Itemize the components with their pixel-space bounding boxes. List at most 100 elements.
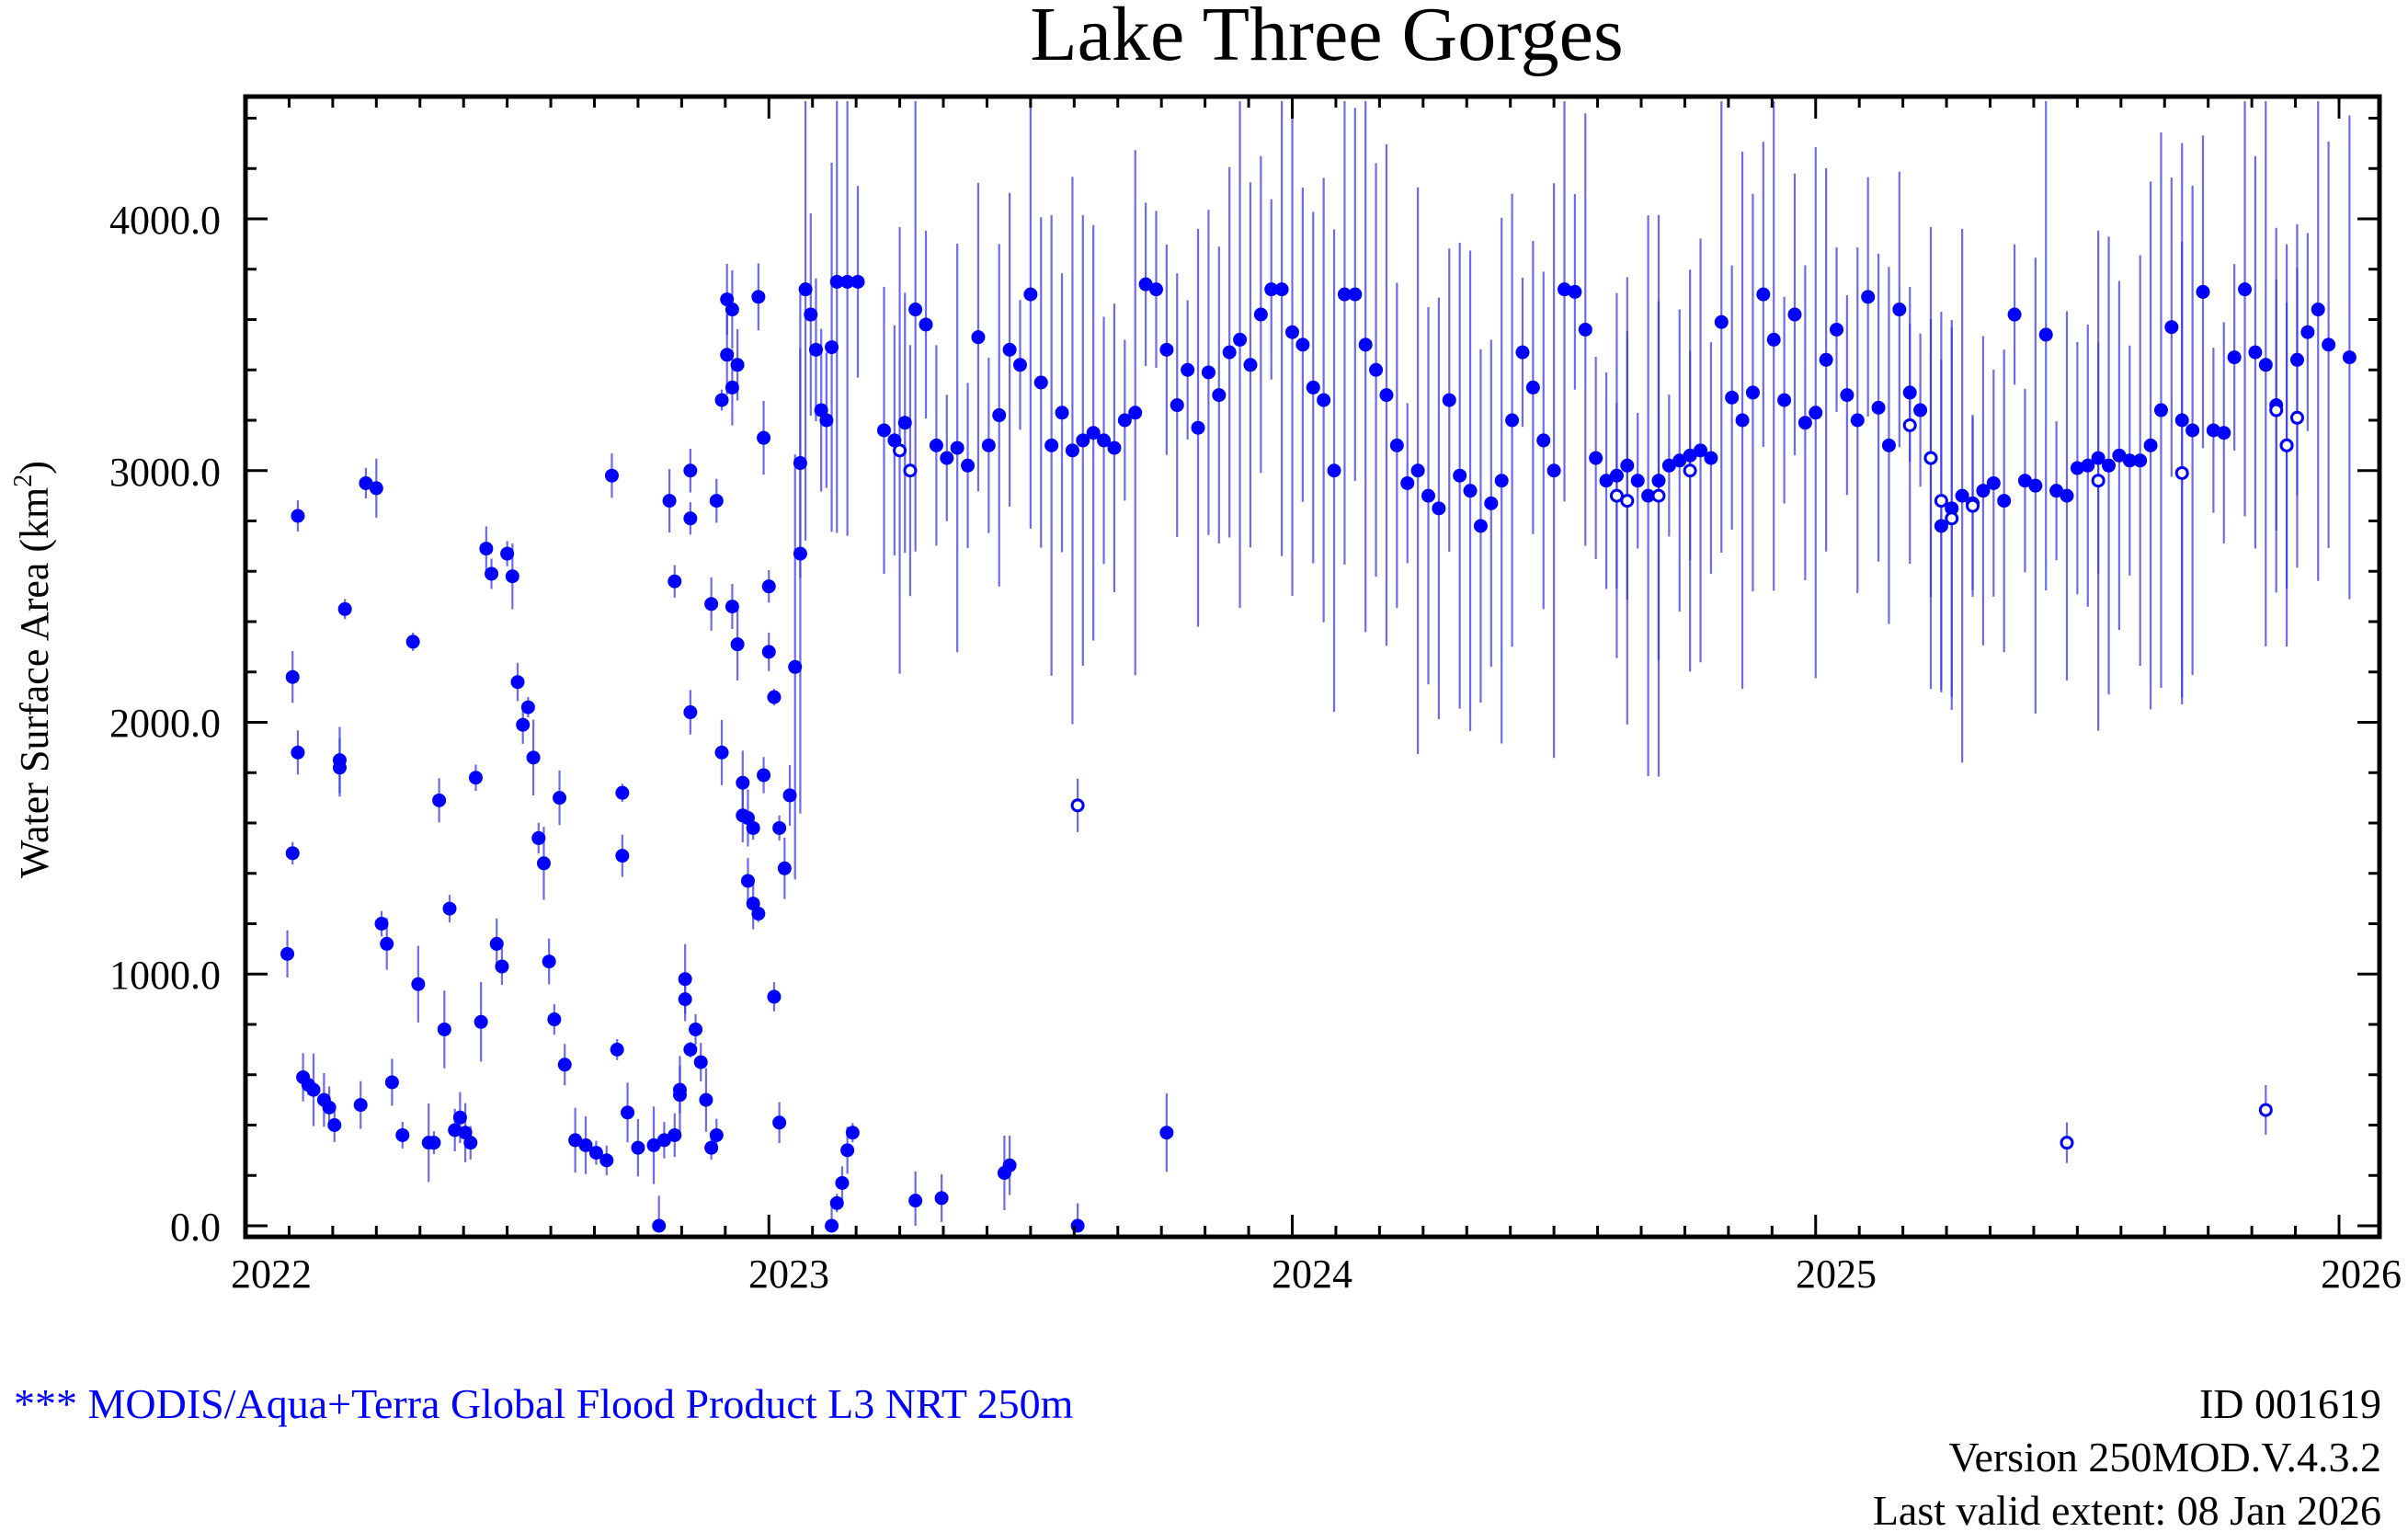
data-point: [1002, 342, 1017, 357]
data-point: [668, 1127, 682, 1142]
data-point-open: [2091, 474, 2106, 488]
data-point: [992, 408, 1007, 423]
data-point-open: [1620, 494, 1635, 509]
data-point-open: [1966, 498, 1980, 513]
data-point: [615, 785, 630, 800]
y-axis-label-close: ): [12, 461, 57, 474]
data-point: [767, 690, 782, 704]
data-point: [1233, 332, 1248, 347]
data-point: [2081, 458, 2095, 473]
data-point: [961, 458, 976, 473]
data-point: [1410, 463, 1425, 478]
data-point: [2185, 423, 2200, 438]
data-point: [437, 1022, 451, 1036]
data-point: [1945, 501, 1959, 516]
data-point-open: [1070, 798, 1085, 813]
data-point: [1076, 433, 1090, 448]
y-tick-label: 2000.0: [109, 701, 221, 746]
data-point: [547, 1012, 562, 1027]
data-point: [553, 791, 567, 806]
data-point: [2258, 358, 2273, 372]
data-point: [1620, 458, 1635, 473]
data-point: [463, 1136, 478, 1150]
data-point: [1651, 474, 1666, 488]
data-point: [1117, 413, 1132, 428]
data-point: [2238, 282, 2253, 297]
data-point: [1337, 287, 1352, 302]
data-points: [280, 101, 2357, 1233]
data-point: [2102, 458, 2117, 473]
data-point: [1033, 375, 1048, 390]
data-point: [714, 393, 729, 407]
data-point: [599, 1153, 614, 1168]
data-point: [2248, 345, 2263, 360]
data-point: [322, 1100, 337, 1115]
data-point: [1725, 390, 1740, 405]
data-point-open: [1902, 417, 1917, 432]
data-point: [709, 1127, 724, 1142]
data-point: [1976, 484, 1991, 498]
data-point: [829, 274, 844, 289]
y-axis-label-text: Water Surface Area (km: [12, 487, 57, 878]
data-point: [840, 274, 855, 289]
data-point: [757, 430, 771, 445]
data-point: [1494, 474, 1509, 488]
data-point: [2289, 352, 2304, 367]
data-point: [1379, 388, 1394, 403]
data-point: [683, 511, 698, 526]
data-point: [474, 1014, 488, 1029]
data-point: [2206, 423, 2220, 438]
data-point: [604, 468, 619, 483]
data-point: [1546, 463, 1561, 478]
data-point: [876, 423, 891, 438]
data-point: [767, 989, 782, 1004]
data-point: [520, 700, 535, 715]
data-point: [761, 645, 776, 659]
data-point: [1306, 380, 1320, 394]
data-point: [1222, 345, 1237, 360]
data-point: [1358, 337, 1373, 352]
data-point-open: [2269, 403, 2284, 417]
data-point: [1913, 403, 1928, 417]
data-point: [672, 1088, 687, 1103]
data-point: [411, 977, 426, 991]
data-point: [1065, 443, 1079, 458]
data-point: [1797, 416, 1812, 430]
data-point: [1934, 519, 1948, 533]
data-point: [1107, 440, 1122, 455]
data-point: [1819, 352, 1833, 367]
data-point: [448, 1123, 462, 1138]
data-point: [2227, 350, 2242, 365]
data-point: [652, 1218, 667, 1233]
data-point: [479, 542, 494, 556]
data-point: [2322, 337, 2336, 352]
data-point: [2143, 438, 2158, 452]
data-point: [798, 282, 813, 297]
data-point: [1055, 406, 1069, 420]
data-point: [772, 820, 787, 835]
data-point: [505, 569, 519, 584]
data-point-open: [2289, 410, 2304, 425]
data-point: [1264, 282, 1279, 297]
data-point: [704, 1140, 719, 1155]
data-point: [2196, 284, 2210, 299]
data-point: [1850, 413, 1865, 428]
data-point: [678, 992, 692, 1007]
svg-text:Water Surface Area (km2): Water Surface Area (km2): [9, 461, 57, 878]
x-tick-label: 2023: [748, 1252, 829, 1297]
data-point: [2153, 403, 2168, 417]
data-point-open: [2060, 1136, 2074, 1150]
x-tick-label: 2024: [1272, 1252, 1352, 1297]
data-point-open: [2174, 465, 2189, 480]
data-point: [384, 1075, 399, 1090]
data-point: [1787, 307, 1802, 322]
data-point: [1756, 287, 1771, 302]
data-point: [1641, 488, 1656, 503]
data-point: [1243, 358, 1258, 372]
data-point: [897, 416, 912, 430]
data-point: [489, 936, 504, 951]
plot-frame: [243, 94, 2382, 1240]
data-point: [516, 717, 531, 732]
data-point: [646, 1138, 661, 1152]
